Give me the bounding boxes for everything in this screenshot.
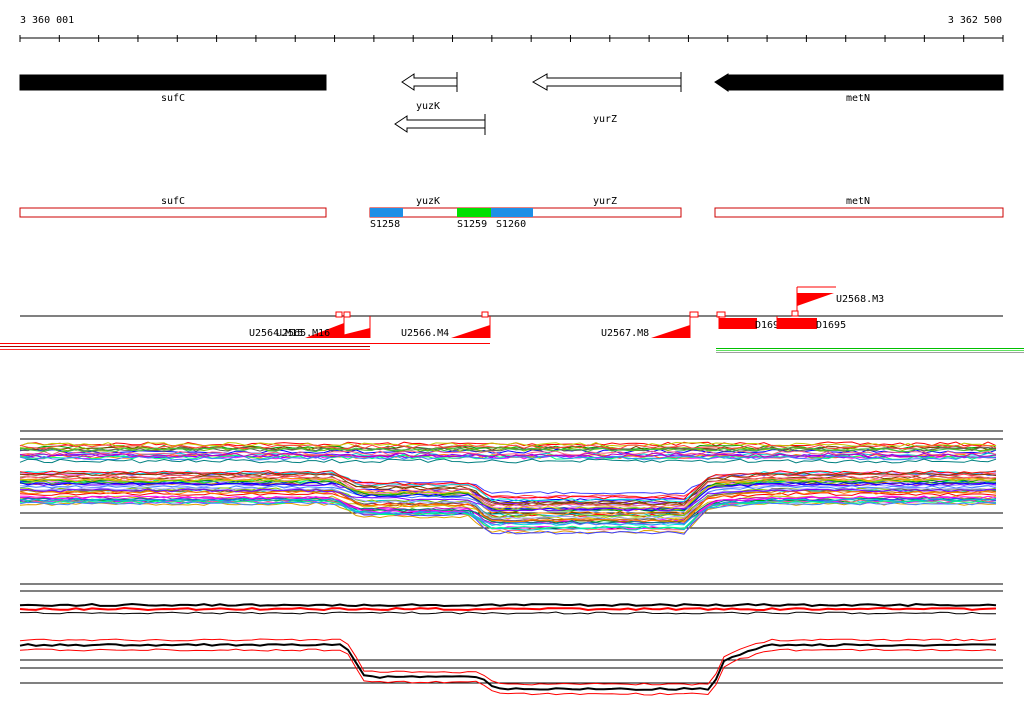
expr1-series bbox=[19, 452, 997, 458]
tu-label-U2568: U2568.M3 bbox=[836, 294, 884, 305]
segment-metN[interactable] bbox=[714, 207, 1004, 218]
expr1-series bbox=[19, 447, 997, 453]
coverage-strip-left-red bbox=[0, 343, 490, 344]
expr2-series bbox=[19, 642, 997, 691]
tu-tick-U2568 bbox=[791, 310, 799, 317]
coordinate-ruler: 3 360 001 3 362 500 bbox=[19, 15, 1004, 42]
segment-sufC[interactable] bbox=[19, 207, 327, 218]
segment-track: sufC yuzK yurZ S1258 S1259 S1260 metN bbox=[19, 196, 1004, 230]
segment-label-metN: metN bbox=[846, 196, 870, 207]
subsegment-S1259[interactable] bbox=[457, 208, 491, 217]
segment-label-yuzK: yuzK bbox=[416, 196, 440, 207]
coverage-strip-right-green bbox=[716, 348, 1024, 349]
expr2-series bbox=[20, 611, 997, 615]
expr1-series bbox=[19, 450, 997, 456]
coverage-strip-right-gray bbox=[716, 352, 1024, 353]
tu-tick-D1694 bbox=[716, 311, 726, 318]
tu-tick-U2565 bbox=[343, 311, 351, 318]
tu-marker-D1694[interactable] bbox=[719, 318, 757, 329]
tu-marker-U2566[interactable] bbox=[451, 325, 490, 338]
tu-marker-U2568[interactable] bbox=[797, 293, 834, 306]
subsegment-label-S1259: S1259 bbox=[457, 219, 487, 230]
expr1-series bbox=[19, 475, 997, 508]
gene-label-yuzK: yuzK bbox=[416, 101, 440, 112]
gene-track: sufC yuzK yurZ metN bbox=[19, 72, 1004, 135]
expr1-series-group bbox=[19, 441, 997, 535]
expr2-series bbox=[19, 606, 997, 612]
gene-arrow-yurZ[interactable] bbox=[531, 73, 682, 91]
expr1-series bbox=[19, 458, 997, 464]
tu-tick-U2566 bbox=[481, 311, 489, 318]
expr1-series bbox=[19, 500, 997, 530]
gene-label-sufC: sufC bbox=[161, 93, 185, 104]
expr1-series bbox=[19, 479, 997, 503]
tu-marker-U2567[interactable] bbox=[651, 325, 690, 338]
expr2-series bbox=[19, 602, 997, 608]
ruler-ticks bbox=[19, 35, 1004, 42]
expr1-series bbox=[19, 470, 997, 500]
segment-label-sufC: sufC bbox=[161, 196, 185, 207]
ruler-end-label: 3 362 500 bbox=[948, 15, 1002, 26]
coverage-strip-right-lime bbox=[716, 350, 1024, 351]
expr1-series bbox=[19, 441, 997, 448]
tu-label-U2565: U2565.M16 bbox=[276, 328, 330, 339]
ruler-start-label: 3 360 001 bbox=[20, 15, 74, 26]
tu-label-D1695: D1695 bbox=[816, 320, 846, 331]
tu-tick-U2564 bbox=[335, 311, 343, 318]
tu-tick-U2567 bbox=[689, 311, 699, 318]
expr1-series bbox=[19, 501, 997, 534]
tu-label-U2566: U2566.M4 bbox=[401, 328, 449, 339]
expr2-series-group bbox=[19, 602, 997, 696]
gene-label-metN: metN bbox=[846, 93, 870, 104]
tu-marker-U2565[interactable] bbox=[330, 328, 370, 338]
expression-track-summary bbox=[19, 583, 1003, 696]
expr1-series bbox=[19, 501, 997, 526]
expr1-series bbox=[19, 488, 997, 512]
segment-label-yurZ: yurZ bbox=[593, 196, 617, 207]
subsegment-S1258[interactable] bbox=[370, 208, 403, 217]
gene-arrow-yuzK-a[interactable] bbox=[401, 73, 458, 91]
expression-track-conditions bbox=[19, 430, 1003, 535]
gene-label-yurZ: yurZ bbox=[593, 114, 617, 125]
subsegment-label-S1260: S1260 bbox=[496, 219, 526, 230]
expr2-series bbox=[19, 648, 997, 696]
expr1-series bbox=[19, 444, 997, 450]
coverage-strip-left-red2 bbox=[0, 349, 370, 350]
tu-marker-D1695[interactable] bbox=[777, 318, 817, 329]
transcription-unit-track: U2564.M15 U2565.M16 U2566.M4 U2567.M8 U2… bbox=[0, 286, 1024, 353]
subsegment-label-S1258: S1258 bbox=[370, 219, 400, 230]
expr1-series bbox=[19, 495, 997, 530]
expr1-series bbox=[19, 481, 997, 512]
expr1-series bbox=[19, 472, 997, 507]
tu-marker-U2564[interactable] bbox=[305, 323, 344, 338]
subsegment-S1260[interactable] bbox=[491, 208, 533, 217]
expr1-series bbox=[19, 478, 997, 512]
expr1-series bbox=[19, 499, 997, 523]
gene-arrow-metN[interactable] bbox=[714, 73, 1004, 92]
tu-label-U2564: U2564.M15 bbox=[249, 328, 303, 339]
tu-label-U2567: U2567.M8 bbox=[601, 328, 649, 339]
expr1-series bbox=[19, 490, 997, 523]
gene-arrow-sufC[interactable] bbox=[19, 74, 327, 91]
gene-arrow-yuzK-b[interactable] bbox=[394, 115, 486, 133]
expr2-series bbox=[19, 638, 997, 686]
tu-label-D1694: D1694 bbox=[755, 320, 785, 331]
coverage-strip-left-dark bbox=[0, 346, 370, 347]
